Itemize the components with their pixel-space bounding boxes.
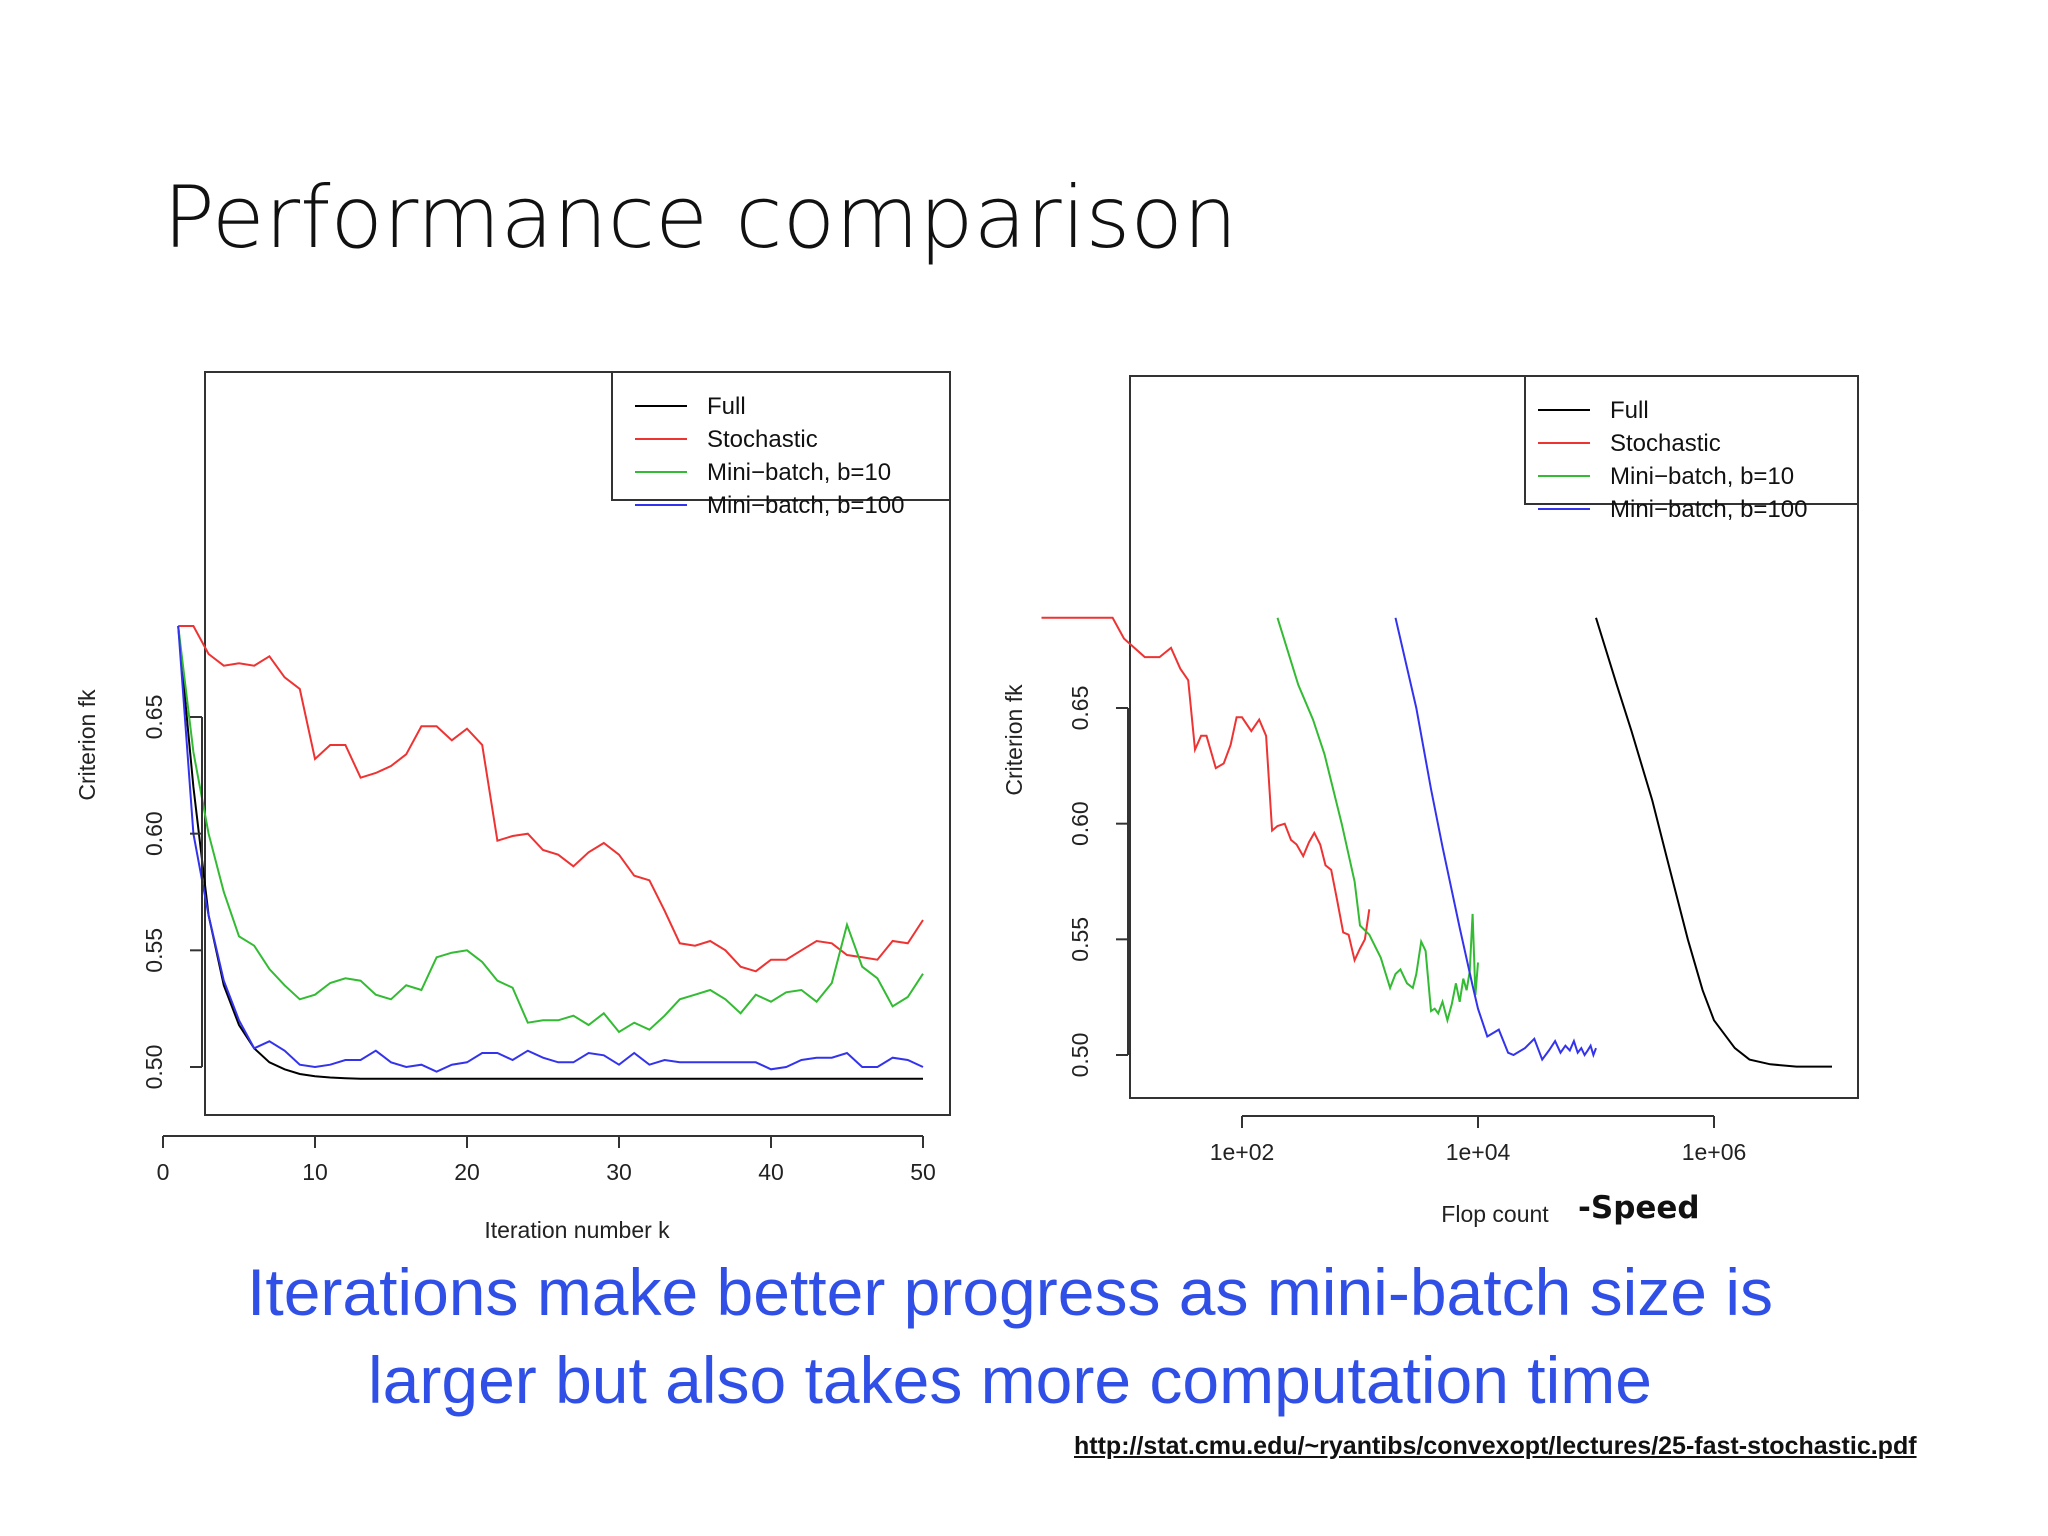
y-axis-label: Criterion fk <box>1001 684 1027 796</box>
x-tick-label: 50 <box>910 1159 936 1185</box>
series-line <box>1041 616 1371 964</box>
series-line <box>177 625 924 1073</box>
legend-label: Full <box>707 393 746 420</box>
caption: Iterations make better progress as mini-… <box>150 1248 1870 1424</box>
x-tick-label: 1e+06 <box>1682 1139 1747 1165</box>
legend-label: Full <box>1610 397 1649 424</box>
y-tick-label: 0.55 <box>1067 917 1093 962</box>
y-tick-label: 0.65 <box>1067 686 1093 731</box>
y-tick-label: 0.50 <box>141 1045 167 1090</box>
x-axis-label: Flop count <box>1441 1201 1549 1227</box>
series-line <box>1276 617 1479 1025</box>
series-line <box>177 625 923 1080</box>
speed-note: -Speed <box>1578 1190 1700 1226</box>
plot-frame <box>1129 375 1859 1099</box>
page-title: Performance comparison <box>163 168 1238 268</box>
y-tick-label: 0.50 <box>1067 1033 1093 1078</box>
series-line <box>1394 617 1597 1062</box>
legend-label: Mini−batch, b=10 <box>1610 463 1794 490</box>
legend-label: Mini−batch, b=100 <box>707 492 904 519</box>
chart-iterations: 0 10 20 30 40 50 0.50 0.55 0.60 0.65 Iteration nu… <box>74 371 951 1243</box>
chart-flop-count: 1e+02 1e+04 1e+06 0.50 0.55 0.60 0.65 Flop cou… <box>1001 375 1859 1227</box>
legend: Full Stochastic Mini−batch, b=10 Mini−batch… <box>611 371 951 519</box>
x-tick-label: 20 <box>454 1159 480 1185</box>
caption-line: larger but also takes more computation t… <box>368 1343 1652 1417</box>
series-line <box>177 625 924 1034</box>
x-tick-label: 10 <box>302 1159 328 1185</box>
x-tick-label: 30 <box>606 1159 632 1185</box>
legend-label: Mini−batch, b=100 <box>1610 496 1807 523</box>
y-tick-label: 0.60 <box>141 811 167 856</box>
y-tick-label: 0.55 <box>141 928 167 973</box>
x-tick-label: 1e+02 <box>1210 1139 1275 1165</box>
legend: Full Stochastic Mini−batch, b=10 Mini−batch… <box>1524 375 1859 523</box>
x-tick-label: 40 <box>758 1159 784 1185</box>
legend-label: Mini−batch, b=10 <box>707 459 891 486</box>
plot-frame <box>204 371 951 1116</box>
y-tick-label: 0.65 <box>141 695 167 740</box>
series-line <box>1595 617 1832 1068</box>
legend-label: Stochastic <box>707 426 818 453</box>
source-link[interactable]: http://stat.cmu.edu/~ryantibs/convexopt/… <box>1074 1432 1917 1460</box>
legend-label: Stochastic <box>1610 430 1721 457</box>
y-axis-label: Criterion fk <box>74 689 100 801</box>
x-tick-label: 1e+04 <box>1446 1139 1511 1165</box>
series-line <box>178 625 924 973</box>
caption-line: Iterations make better progress as mini-… <box>247 1255 1773 1329</box>
y-tick-label: 0.60 <box>1067 801 1093 846</box>
x-axis-label: Iteration number k <box>484 1217 670 1243</box>
x-tick-label: 0 <box>157 1159 170 1185</box>
